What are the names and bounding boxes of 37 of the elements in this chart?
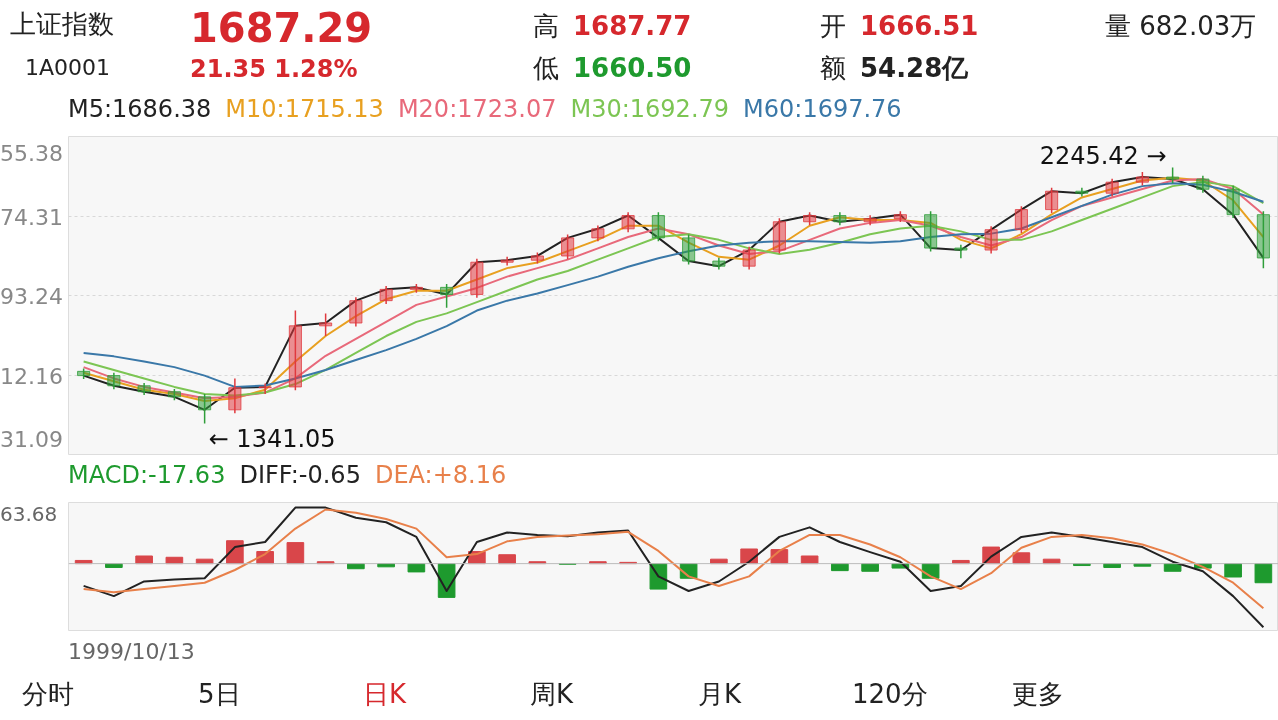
text: M20:1723.07 [397, 95, 557, 123]
text: 量 682.03万 [1105, 10, 1257, 43]
text: 1660.50 [573, 52, 692, 85]
text: 54.28亿 [860, 52, 969, 85]
text: 月K [698, 678, 742, 711]
text: 74.31 [0, 203, 63, 232]
text: ← 1341.05 [208, 425, 336, 454]
text: 21.35 1.28% [190, 54, 358, 85]
text: 分时 [22, 678, 74, 711]
text: 额 [820, 52, 846, 85]
text: 93.24 [0, 283, 63, 311]
text: 1999/10/13 [68, 638, 195, 666]
series-label: DIFF:-0.65 [239, 461, 361, 489]
text: 120分 [852, 678, 928, 711]
text: 更多 [1012, 678, 1064, 711]
text: M5:1686.38 [68, 95, 212, 123]
series-label: DEA:+8.16 [374, 461, 507, 489]
text: 12.16 [0, 362, 63, 391]
text: 上证指数 [10, 8, 114, 41]
text: 5日 [198, 678, 241, 711]
text: M10:1715.13 [225, 95, 384, 123]
text: 低 [533, 52, 559, 85]
text: 高 [533, 10, 559, 43]
text: 1687.77 [573, 10, 692, 43]
text: 日K [363, 678, 407, 711]
text: MACD:-17.63 [68, 461, 226, 489]
text: M60:1697.76 [743, 95, 902, 123]
text: 1666.51 [860, 10, 979, 43]
text: 31.09 [0, 426, 63, 454]
text: 63.68 [0, 501, 58, 528]
text: 1A0001 [25, 54, 111, 82]
text: 55.38 [0, 140, 63, 168]
text: 1687.29 [190, 5, 373, 51]
text: 开 [820, 10, 846, 43]
text: M30:1692.79 [570, 95, 730, 123]
text: 周K [530, 678, 574, 711]
annotation: 2245.42 → [1039, 141, 1167, 170]
